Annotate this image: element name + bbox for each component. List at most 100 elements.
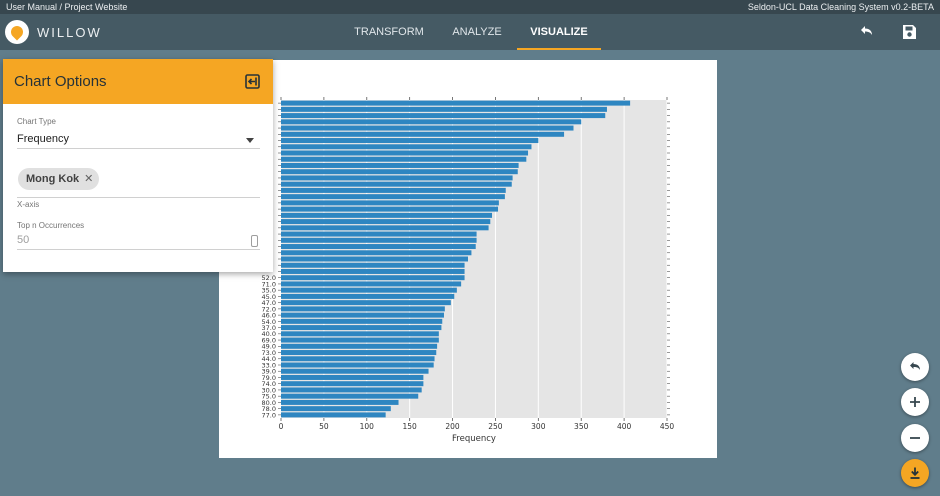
bar [281, 187, 506, 193]
x-tick-label: 350 [574, 422, 589, 431]
chevron-down-icon [246, 138, 254, 143]
x-axis-label: X-axis [17, 200, 40, 209]
y-tick-label: 80.0 [262, 399, 276, 407]
bar [281, 144, 532, 150]
chart-type-select[interactable]: Frequency [17, 133, 260, 149]
y-tick-label: 52.0 [262, 274, 276, 282]
bar [281, 275, 465, 281]
bar [281, 287, 457, 293]
tab-transform[interactable]: TRANSFORM [347, 14, 431, 50]
zoom-in-button[interactable] [901, 388, 929, 416]
panel-header: Chart Options [3, 59, 273, 104]
y-tick-label: 30.0 [262, 386, 276, 394]
y-tick-label: 74.0 [262, 380, 276, 388]
y-tick-label: 37.0 [262, 324, 276, 332]
bar [281, 194, 505, 200]
y-tick-label: 72.0 [262, 305, 276, 313]
brand-name: WILLOW [37, 25, 102, 40]
x-tick-label: 150 [403, 422, 418, 431]
tab-label: VISUALIZE [530, 26, 588, 38]
bar [281, 356, 435, 362]
bar [281, 318, 443, 324]
close-icon[interactable]: ✕ [84, 173, 94, 185]
top-n-value: 50 [17, 234, 30, 246]
y-tick-label: 39.0 [262, 368, 276, 376]
collapse-panel-icon[interactable] [245, 74, 260, 89]
y-tick-label: 78.0 [262, 405, 276, 413]
bar [281, 250, 472, 256]
y-tick-label: 54.0 [262, 318, 276, 326]
undo-icon [910, 362, 920, 370]
bar [281, 262, 465, 268]
y-tick-label: 77.0 [262, 411, 276, 419]
bar [281, 362, 434, 368]
bar [281, 368, 429, 374]
bar [281, 381, 424, 387]
bar [281, 175, 513, 181]
bar [281, 399, 399, 405]
save-icon[interactable] [899, 22, 919, 42]
bar [281, 113, 606, 119]
bar [281, 293, 455, 299]
bar [281, 350, 437, 356]
y-tick-label: 46.0 [262, 312, 276, 320]
tab-visualize[interactable]: VISUALIZE [517, 14, 601, 50]
tab-label: TRANSFORM [354, 26, 424, 38]
fab-undo-button[interactable] [901, 353, 929, 381]
y-tick-label: 47.0 [262, 299, 276, 307]
y-tick-label: 75.0 [262, 393, 276, 401]
number-spinner-icon[interactable] [251, 235, 258, 247]
bar [281, 162, 519, 168]
bar [281, 343, 438, 349]
bar [281, 200, 499, 206]
bar [281, 131, 565, 137]
willow-logo-icon[interactable] [5, 20, 29, 44]
bar [281, 331, 439, 337]
tab-label: ANALYZE [452, 26, 502, 38]
frequency-bar-chart: 0 50 100 150 200 250 300 350 400 45052.071.035.04… [262, 97, 674, 444]
bar [281, 138, 539, 144]
chart-type-label: Chart Type [17, 117, 56, 126]
tab-analyze[interactable]: ANALYZE [442, 14, 512, 50]
bar [281, 306, 445, 312]
x-tick-label: 100 [360, 422, 375, 431]
bar [281, 300, 451, 306]
bar [281, 206, 499, 212]
y-tick-label: 45.0 [262, 293, 276, 301]
bar [281, 119, 582, 125]
bar [281, 231, 477, 237]
active-tab-indicator [517, 48, 601, 50]
system-title: Seldon-UCL Data Cleaning System v0.2-BET… [747, 2, 934, 12]
x-tick-label: 400 [617, 422, 632, 431]
bar [281, 125, 574, 131]
y-tick-label: 71.0 [262, 280, 276, 288]
download-button[interactable] [901, 459, 929, 487]
zoom-in-icon [910, 397, 920, 407]
x-axis-chip[interactable]: Mong Kok ✕ [18, 168, 100, 190]
bar [281, 312, 444, 318]
download-icon [910, 467, 920, 479]
x-axis-field-underline [17, 197, 260, 198]
zoom-out-button[interactable] [901, 424, 929, 452]
chart-type-value: Frequency [17, 133, 69, 145]
bar [281, 393, 419, 399]
y-tick-label: 73.0 [262, 349, 276, 357]
bar [281, 181, 512, 187]
bar [281, 325, 442, 331]
bar [281, 100, 631, 106]
bar [281, 406, 391, 412]
bar [281, 237, 477, 243]
chart-card: 0 50 100 150 200 250 300 350 400 450 52.0 71.0 35.0 4… [219, 60, 717, 458]
y-tick-label: 44.0 [262, 355, 276, 363]
x-axis-title: Frequency [452, 434, 496, 444]
y-tick-label: 35.0 [262, 287, 276, 295]
bar [281, 387, 422, 393]
y-tick-label: 49.0 [262, 343, 276, 351]
top-n-input[interactable]: 50 [17, 234, 260, 250]
x-tick-label: 300 [531, 422, 546, 431]
bar [281, 225, 489, 231]
undo-icon[interactable] [856, 22, 876, 42]
y-tick-label: 69.0 [262, 336, 276, 344]
bar [281, 412, 386, 418]
top-links[interactable]: User Manual / Project Website [6, 2, 128, 12]
